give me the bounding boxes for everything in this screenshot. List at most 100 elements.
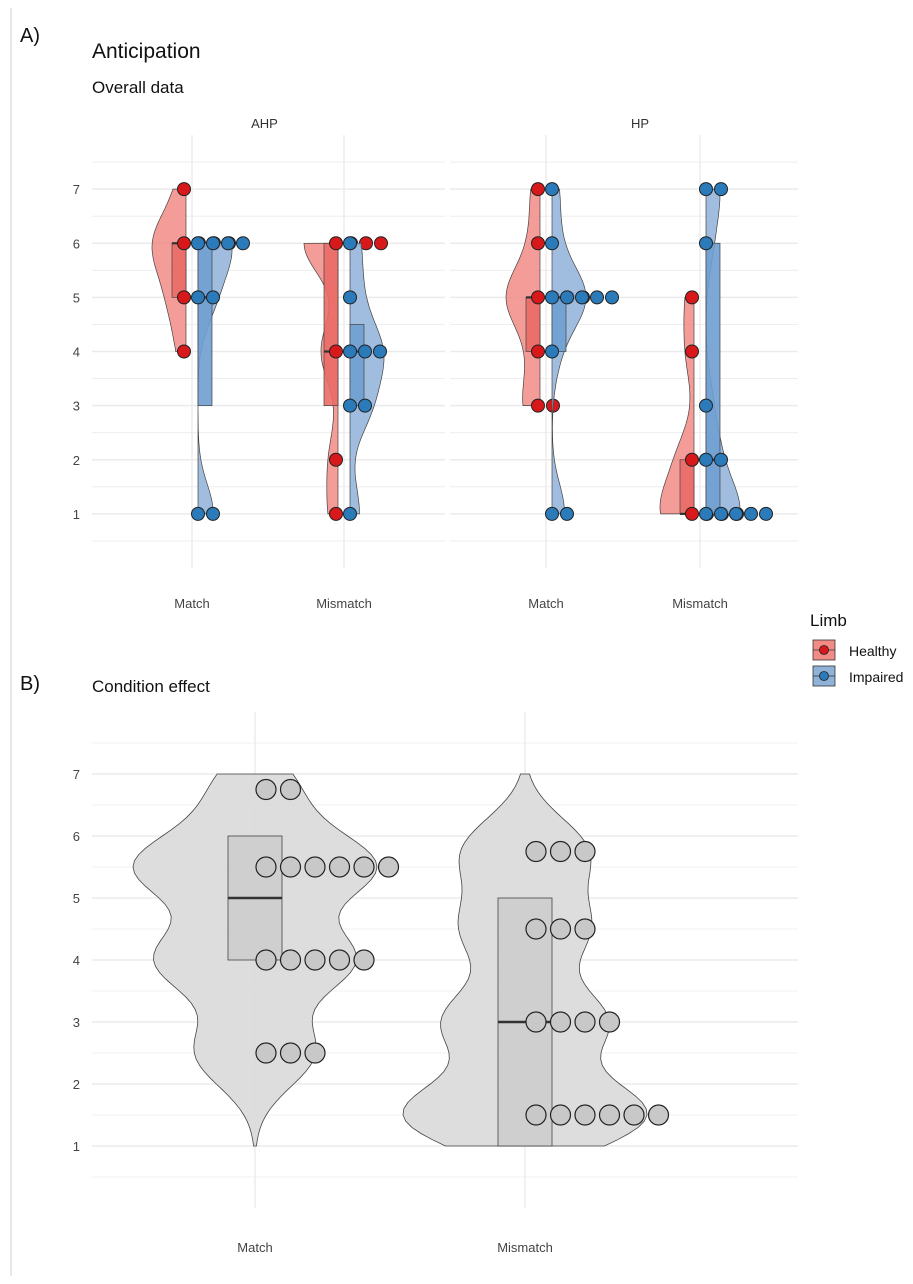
box-healthy (171, 242, 187, 298)
box-impaired (551, 297, 567, 352)
point-impaired (343, 506, 357, 521)
x-tick-label: Match (174, 596, 209, 611)
point-impaired (343, 398, 357, 413)
x-tick-label: Mismatch (497, 1240, 553, 1255)
point-match (255, 949, 277, 971)
y-tick-label: 3 (73, 399, 80, 414)
point-impaired (545, 236, 559, 251)
violin-impaired (349, 242, 385, 515)
x-tick-label: Match (528, 596, 563, 611)
point-impaired (699, 506, 713, 521)
box-healthy (323, 242, 339, 406)
legend-point-impaired (819, 671, 829, 681)
chart-a-plot: 1 2 3 4 5 6 7 AHP HP Match Mismatch Match Mismatch (73, 116, 798, 611)
y-tick-label: 1 (73, 1139, 80, 1154)
point-match (304, 1042, 326, 1064)
y-tick-label: 4 (73, 953, 80, 968)
point-match (353, 949, 375, 971)
point-healthy (177, 236, 191, 251)
point-impaired (545, 506, 559, 521)
point-match (353, 856, 375, 878)
x-tick-label: Mismatch (672, 596, 728, 611)
point-mismatch (574, 1104, 596, 1126)
point-healthy (329, 452, 343, 467)
point-mismatch (623, 1104, 645, 1126)
point-mismatch (525, 1104, 547, 1126)
point-mismatch (549, 840, 572, 863)
point-impaired (221, 236, 235, 251)
point-mismatch (574, 918, 596, 940)
y-tick-label: 3 (73, 1015, 80, 1030)
point-healthy (685, 290, 699, 305)
point-mismatch (574, 840, 596, 863)
point-impaired (191, 236, 205, 251)
violin-healthy (151, 188, 187, 352)
point-impaired (206, 290, 220, 305)
box-impaired (197, 242, 213, 406)
point-match (255, 778, 277, 801)
point-healthy (531, 236, 545, 251)
chart-b-plot: 1 2 3 4 5 6 7 Match Mismatch (73, 712, 798, 1255)
point-match (279, 1042, 302, 1064)
point-impaired (343, 344, 357, 359)
point-impaired (590, 290, 604, 305)
box-healthy (525, 297, 541, 352)
point-healthy (329, 236, 343, 251)
point-healthy (177, 182, 191, 197)
legend-point-healthy (819, 645, 829, 655)
point-impaired (206, 236, 220, 251)
point-impaired (560, 506, 574, 521)
facet-label: HP (631, 116, 649, 131)
point-mismatch (525, 840, 547, 863)
panel-label-a: A) (20, 25, 40, 47)
point-mismatch (574, 1011, 596, 1033)
point-impaired (236, 236, 250, 251)
point-match (255, 856, 277, 878)
point-mismatch (549, 1104, 572, 1126)
point-match (304, 856, 326, 878)
point-impaired (729, 506, 743, 521)
point-mismatch (598, 1104, 621, 1126)
y-tick-label: 7 (73, 182, 80, 197)
y-tick-label: 2 (73, 453, 80, 468)
point-impaired (575, 290, 589, 305)
legend-title: Limb (810, 611, 847, 630)
x-tick-label: Match (237, 1240, 272, 1255)
point-match (328, 856, 351, 878)
point-healthy (329, 344, 343, 359)
point-impaired (699, 236, 713, 251)
chart-a-subtitle: Overall data (92, 78, 184, 97)
point-mismatch (525, 918, 547, 940)
point-impaired (545, 182, 559, 197)
box-healthy (679, 459, 695, 515)
point-impaired (358, 398, 372, 413)
legend-item-healthy: Healthy (812, 639, 896, 661)
chart-a-title: Anticipation (92, 40, 201, 63)
legend: Limb Healthy Impaired (810, 611, 903, 687)
point-impaired (191, 506, 205, 521)
box-impaired (349, 324, 365, 406)
legend-label-healthy: Healthy (849, 643, 896, 659)
point-impaired (191, 290, 205, 305)
point-match (279, 949, 302, 971)
point-match (377, 856, 400, 878)
y-tick-label: 1 (73, 507, 80, 522)
point-impaired (759, 506, 773, 521)
point-impaired (699, 452, 713, 467)
point-impaired (714, 506, 728, 521)
point-impaired (343, 236, 357, 251)
legend-item-impaired: Impaired (812, 665, 903, 687)
point-healthy (531, 182, 545, 197)
point-mismatch (525, 1011, 547, 1033)
point-mismatch (549, 1011, 572, 1033)
y-tick-label: 2 (73, 1077, 80, 1092)
point-healthy (531, 344, 545, 359)
point-healthy (685, 344, 699, 359)
point-healthy (685, 506, 699, 521)
point-impaired (560, 290, 574, 305)
point-impaired (545, 344, 559, 359)
point-match (279, 778, 302, 801)
point-match (328, 949, 351, 971)
facet-label: AHP (251, 116, 278, 131)
